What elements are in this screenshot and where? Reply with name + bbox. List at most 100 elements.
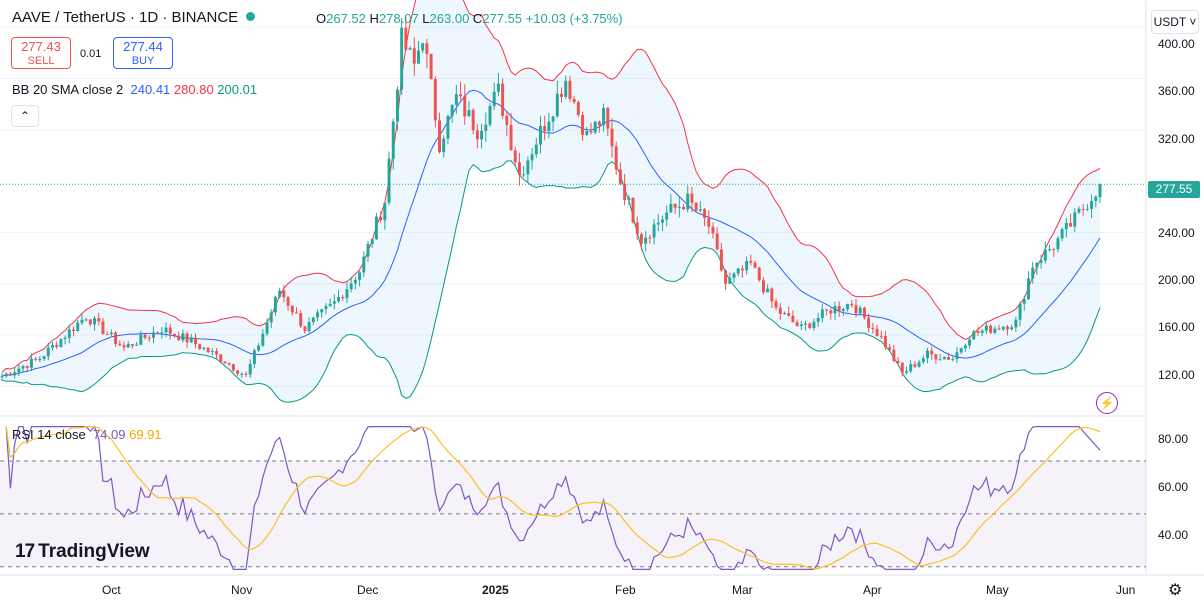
- candle-body: [955, 352, 959, 360]
- candle-body: [1052, 249, 1056, 251]
- candle-body: [341, 296, 345, 299]
- candle-body: [1056, 238, 1060, 250]
- candle-body: [656, 222, 660, 225]
- candle-body: [1085, 208, 1089, 210]
- candle-body: [661, 219, 664, 223]
- price-tick: 240.00: [1158, 226, 1195, 240]
- flash-icon[interactable]: ⚡: [1096, 392, 1118, 414]
- candle-body: [151, 332, 155, 338]
- candle-body: [395, 89, 399, 122]
- candle-body: [980, 330, 984, 333]
- candle-body: [17, 368, 21, 373]
- candle-body: [290, 305, 294, 313]
- open-value: 267.52: [326, 11, 366, 26]
- x-tick: Apr: [863, 583, 882, 597]
- candle-body: [366, 243, 370, 257]
- candle-body: [198, 344, 202, 349]
- tradingview-logo[interactable]: 17 TradingView: [15, 541, 150, 562]
- collapse-indicators-button[interactable]: ⌃: [11, 105, 39, 127]
- candle-body: [850, 303, 854, 306]
- rsi-tick: 40.00: [1158, 528, 1189, 542]
- candle-body: [883, 336, 887, 348]
- candle-body: [278, 290, 282, 297]
- candle-body: [475, 130, 479, 140]
- candle-body: [698, 209, 702, 211]
- candle-body: [669, 203, 673, 213]
- candle-body: [421, 43, 425, 51]
- candle-body: [892, 349, 896, 361]
- rsi-legend[interactable]: RSI 14 close 74.09 69.91: [12, 427, 162, 442]
- candle-body: [34, 358, 38, 360]
- candle-body: [875, 328, 879, 336]
- market-status-dot: [246, 12, 256, 21]
- x-tick: Nov: [231, 583, 253, 597]
- candle-body: [400, 27, 404, 90]
- candle-body: [989, 325, 993, 333]
- candle-body: [610, 128, 614, 147]
- candle-body: [707, 218, 711, 227]
- candle-body: [429, 53, 433, 80]
- candle-body: [711, 226, 715, 234]
- candle-body: [379, 216, 383, 221]
- candle-body: [1069, 222, 1073, 227]
- sell-price: 277.43: [21, 39, 61, 54]
- candle-body: [635, 222, 639, 235]
- candle-body: [1027, 278, 1030, 300]
- candle-body: [408, 48, 412, 50]
- candle-body: [766, 288, 770, 293]
- candle-body: [353, 280, 357, 284]
- candle-body: [517, 162, 521, 175]
- sell-button[interactable]: 277.43 SELL: [11, 37, 71, 69]
- settings-gear-icon[interactable]: ⚙: [1168, 582, 1183, 599]
- symbol-title[interactable]: AAVE / TetherUS · 1D · BINANCE: [12, 9, 265, 26]
- candle-body: [724, 270, 728, 284]
- candle-body: [269, 312, 273, 323]
- tv-logo-icon: 17: [15, 541, 35, 562]
- candle-body: [690, 193, 694, 203]
- candle-body: [130, 344, 134, 346]
- candle-body: [143, 334, 147, 338]
- candle-body: [286, 297, 290, 306]
- candle-body: [63, 337, 67, 339]
- candle-body: [539, 126, 542, 145]
- candle-body: [101, 321, 105, 335]
- candle-body: [231, 364, 235, 371]
- currency-selector[interactable]: USDT ˅: [1151, 10, 1199, 34]
- x-tick: Oct: [102, 583, 121, 597]
- candle-body: [547, 121, 551, 132]
- change-value: +10.03 (+3.75%): [525, 11, 623, 26]
- candle-body: [173, 333, 176, 336]
- bb-legend[interactable]: BB 20 SMA close 2 240.41 280.80 200.01: [12, 82, 258, 97]
- candle-body: [526, 160, 530, 175]
- candle-body: [736, 268, 740, 274]
- candle-body: [1064, 222, 1068, 230]
- candle-body: [1060, 229, 1064, 239]
- candle-body: [488, 105, 492, 125]
- candle-body: [917, 362, 921, 367]
- candle-body: [311, 317, 315, 323]
- candle-body: [833, 306, 837, 314]
- candle-body: [337, 296, 341, 302]
- candle-body: [1081, 208, 1085, 210]
- candle-body: [606, 107, 610, 129]
- buy-button[interactable]: 277.44 BUY: [113, 37, 173, 69]
- candle-body: [732, 273, 736, 278]
- candle-body: [560, 93, 563, 97]
- candle-body: [51, 345, 54, 348]
- candle-body: [38, 358, 42, 360]
- candle-body: [55, 345, 59, 347]
- price-tick: 360.00: [1158, 84, 1195, 98]
- candle-body: [383, 202, 387, 221]
- x-tick: Feb: [615, 583, 636, 597]
- bb-upper-value: 280.80: [173, 82, 214, 97]
- candle-body: [783, 312, 786, 314]
- buy-label: BUY: [131, 55, 155, 67]
- candle-body: [177, 335, 181, 341]
- candle-body: [740, 268, 744, 271]
- candle-body: [677, 206, 681, 208]
- candle-body: [593, 121, 597, 133]
- candle-body: [858, 307, 862, 314]
- candle-body: [1001, 326, 1005, 330]
- candle-body: [816, 318, 820, 322]
